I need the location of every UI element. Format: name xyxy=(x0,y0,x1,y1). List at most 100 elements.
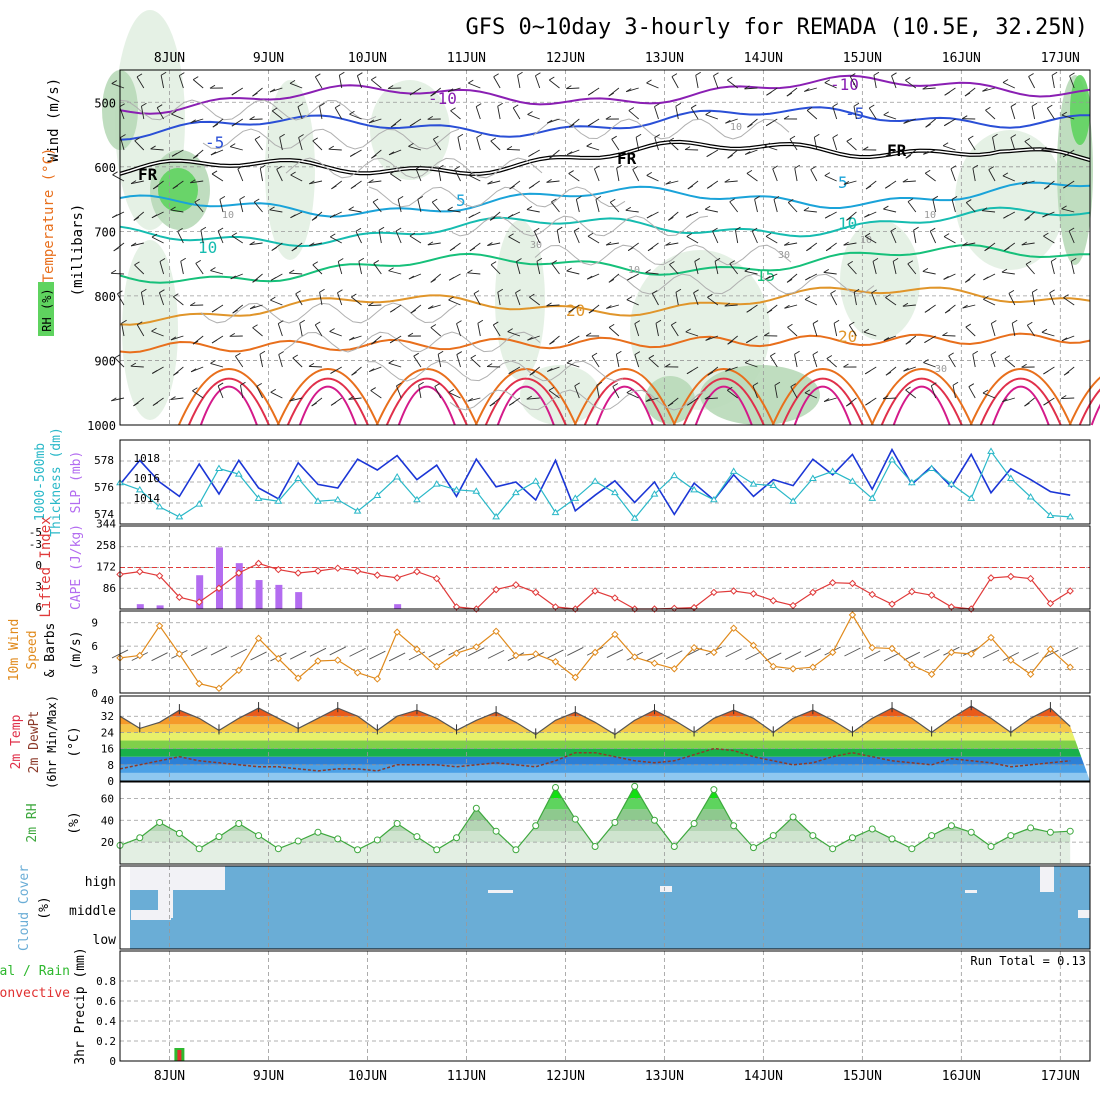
contour-label: 30 xyxy=(778,250,790,261)
thickness-tick-label: 578 xyxy=(94,454,114,467)
cape-tick-label: 172 xyxy=(96,561,116,574)
wind-tick-label: 6 xyxy=(91,640,98,653)
cape-label: CAPE (J/kg) xyxy=(69,524,84,610)
rh-point xyxy=(1047,829,1053,835)
rh-point xyxy=(691,821,697,827)
contour-label: 10 xyxy=(838,214,857,233)
precip-tick-label: 0.2 xyxy=(96,1035,116,1048)
rh-point xyxy=(988,844,994,850)
top-day-label: 13JUN xyxy=(645,51,684,66)
rh-point xyxy=(553,784,559,790)
rh-point xyxy=(533,823,539,829)
rh-point xyxy=(592,844,598,850)
slp-label: SLP (mb) xyxy=(69,451,84,514)
rh-shading-area xyxy=(840,220,920,340)
rh-point xyxy=(473,805,479,811)
rh-tick-label: 20 xyxy=(101,836,114,849)
precip-tick-label: 0.8 xyxy=(96,975,116,988)
wind-tick-label: 0 xyxy=(91,687,98,700)
contour-label: -10 xyxy=(428,89,457,108)
rh-point xyxy=(948,823,954,829)
cape-bar xyxy=(137,604,144,609)
cloud-level-label: high xyxy=(85,875,116,890)
rh-point xyxy=(572,816,578,822)
rh-label-1: 2m RH xyxy=(25,803,40,842)
cloud-gap xyxy=(660,886,672,892)
rh-point xyxy=(651,817,657,823)
wind-label-4: (m/s) xyxy=(69,630,84,669)
slp-tick-label: 1016 xyxy=(134,472,161,485)
cloud-level-label: low xyxy=(93,933,117,948)
top-day-label: 16JUN xyxy=(942,51,981,66)
rh-point xyxy=(929,833,935,839)
rh-point xyxy=(315,829,321,835)
contour-label: 10 xyxy=(198,238,217,257)
bottom-day-label: 12JUN xyxy=(546,1069,585,1084)
wind-label-2: Speed xyxy=(25,630,40,669)
contour-label: 10 xyxy=(924,210,936,221)
rh-point xyxy=(909,846,915,852)
cape-tick-label: 344 xyxy=(96,518,116,531)
cape-tick-label: 258 xyxy=(96,539,116,552)
bottom-day-label: 13JUN xyxy=(645,1069,684,1084)
rh-point xyxy=(612,819,618,825)
contour-label: 15 xyxy=(756,266,775,285)
contour-label: 30 xyxy=(530,240,542,251)
temp-tick-label: 24 xyxy=(101,726,115,739)
contour-label: 20 xyxy=(838,327,857,346)
rh-band xyxy=(120,842,1090,864)
contour-label: 10 xyxy=(222,210,234,221)
pressure-tick-label: 500 xyxy=(94,96,116,110)
chart-title: GFS 0~10day 3-hourly for REMADA (10.5E, … xyxy=(465,15,1088,40)
cloud-gap xyxy=(1078,910,1090,918)
rh-point xyxy=(355,847,361,853)
pressure-tick-label: 600 xyxy=(94,161,116,175)
rh-point xyxy=(968,829,974,835)
rh-point xyxy=(454,835,460,841)
bottom-day-label: 14JUN xyxy=(744,1069,783,1084)
temp-band xyxy=(120,773,1090,781)
cape-bar xyxy=(275,585,282,609)
top-day-label: 12JUN xyxy=(546,51,585,66)
wind-tick-label: 3 xyxy=(91,664,98,677)
temp-label-3: (6hr Min/Max) xyxy=(45,695,59,789)
precip-legend-total: Total / Rain xyxy=(0,964,70,979)
cloud-gap xyxy=(131,910,171,920)
rh-point xyxy=(394,821,400,827)
precip-tick-label: 0.4 xyxy=(96,1015,116,1028)
bottom-day-label: 8JUN xyxy=(154,1069,185,1084)
wind-barb xyxy=(507,149,520,150)
wind-barb xyxy=(942,335,955,336)
contour-label: FR xyxy=(887,141,907,160)
rh-label-2: (%) xyxy=(67,811,82,834)
contour-label: 20 xyxy=(566,301,585,320)
top-day-label: 15JUN xyxy=(843,51,882,66)
temp-tick-label: 16 xyxy=(101,743,114,756)
run-total-label: Run Total = 0.13 xyxy=(970,954,1086,968)
cloud-gap xyxy=(130,866,225,890)
temp-band xyxy=(120,732,1090,740)
cloud-gap xyxy=(488,890,513,893)
rh-point xyxy=(889,836,895,842)
rh-point xyxy=(1008,833,1014,839)
bottom-day-label: 10JUN xyxy=(348,1069,387,1084)
wind-label-3: & Barbs xyxy=(43,623,58,678)
temp-label-2: 2m DewPt xyxy=(27,711,42,774)
rh-point xyxy=(810,833,816,839)
rh-point xyxy=(731,823,737,829)
pressure-tick-label: 900 xyxy=(94,354,116,368)
pressure-tick-label: 800 xyxy=(94,290,116,304)
rh-point xyxy=(711,787,717,793)
rh-point xyxy=(830,846,836,852)
rh-point xyxy=(1067,828,1073,834)
contour-label: -5 xyxy=(845,104,864,123)
cloud-gap xyxy=(965,890,977,893)
rh-point xyxy=(335,836,341,842)
contour-label: 10 xyxy=(730,122,742,133)
slp-tick-label: 1014 xyxy=(134,492,161,505)
contour-label: -5 xyxy=(205,133,224,152)
rh-point xyxy=(295,838,301,844)
wind-barb xyxy=(309,366,322,367)
contour-label: FR xyxy=(617,149,637,168)
